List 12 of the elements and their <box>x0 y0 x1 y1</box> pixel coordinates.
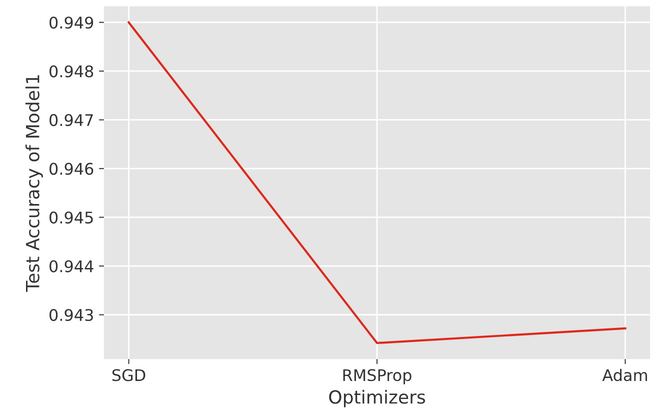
y-axis-title: Test Accuracy of Model1 <box>25 75 43 292</box>
y-tick-label: 0.945 <box>50 212 93 224</box>
y-tick-label: 0.946 <box>50 162 94 175</box>
x-tick-label: RMSProp <box>343 369 412 384</box>
x-tick-label: Adam <box>602 368 647 382</box>
y-tick-label: 0.949 <box>50 16 94 29</box>
x-axis-title: Optimizers <box>329 390 426 408</box>
x-tick-label: SGD <box>112 369 146 382</box>
y-tick-label: 0.947 <box>50 114 93 126</box>
y-tick-label: 0.948 <box>50 65 94 78</box>
y-tick-label: 0.944 <box>50 260 94 272</box>
y-tick-label: 0.943 <box>50 308 93 322</box>
